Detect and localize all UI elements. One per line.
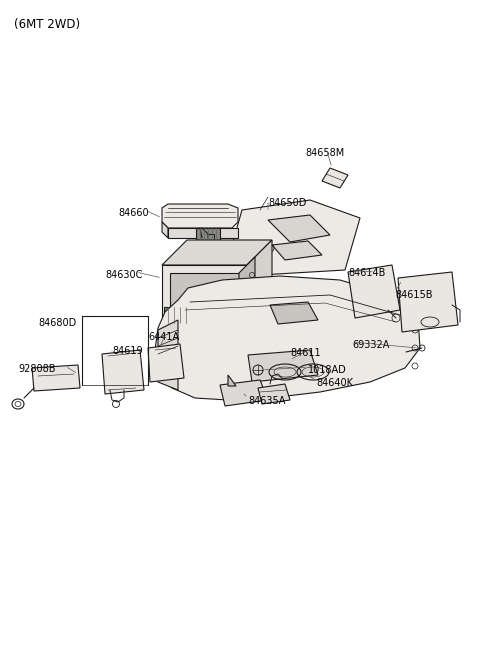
Polygon shape bbox=[155, 276, 420, 400]
Polygon shape bbox=[162, 204, 238, 228]
Text: 84650D: 84650D bbox=[268, 198, 306, 208]
Text: 84611: 84611 bbox=[290, 348, 321, 358]
Polygon shape bbox=[220, 380, 268, 406]
Text: 84619: 84619 bbox=[112, 346, 143, 356]
Text: 84660: 84660 bbox=[118, 208, 149, 218]
Text: (6MT 2WD): (6MT 2WD) bbox=[14, 18, 80, 31]
Polygon shape bbox=[170, 273, 239, 317]
Text: 84658M: 84658M bbox=[305, 148, 344, 158]
Text: 84614B: 84614B bbox=[348, 268, 385, 278]
Polygon shape bbox=[158, 320, 178, 390]
Polygon shape bbox=[228, 375, 236, 386]
Text: 84615B: 84615B bbox=[395, 290, 432, 300]
Text: 84640K: 84640K bbox=[316, 378, 353, 388]
Polygon shape bbox=[32, 365, 80, 391]
Polygon shape bbox=[168, 228, 238, 238]
Polygon shape bbox=[239, 257, 255, 317]
Text: 84630C: 84630C bbox=[105, 270, 143, 280]
Text: 92808B: 92808B bbox=[18, 364, 56, 374]
Polygon shape bbox=[268, 215, 330, 242]
Text: 84680D: 84680D bbox=[38, 318, 76, 328]
Polygon shape bbox=[248, 350, 318, 382]
Polygon shape bbox=[348, 265, 400, 318]
Polygon shape bbox=[162, 222, 168, 238]
Text: 69332A: 69332A bbox=[352, 340, 389, 350]
Text: 1018AD: 1018AD bbox=[308, 365, 347, 375]
Polygon shape bbox=[162, 265, 247, 325]
Polygon shape bbox=[247, 240, 272, 325]
Polygon shape bbox=[164, 307, 194, 323]
Polygon shape bbox=[322, 168, 348, 188]
Polygon shape bbox=[162, 240, 272, 265]
Polygon shape bbox=[102, 350, 144, 394]
Polygon shape bbox=[148, 344, 184, 382]
Polygon shape bbox=[272, 241, 322, 260]
Text: 6441A: 6441A bbox=[148, 332, 179, 342]
Polygon shape bbox=[196, 228, 220, 240]
Polygon shape bbox=[398, 272, 458, 332]
Polygon shape bbox=[230, 200, 360, 275]
Polygon shape bbox=[270, 302, 318, 324]
Polygon shape bbox=[258, 384, 290, 404]
Text: 84635A: 84635A bbox=[248, 396, 286, 406]
